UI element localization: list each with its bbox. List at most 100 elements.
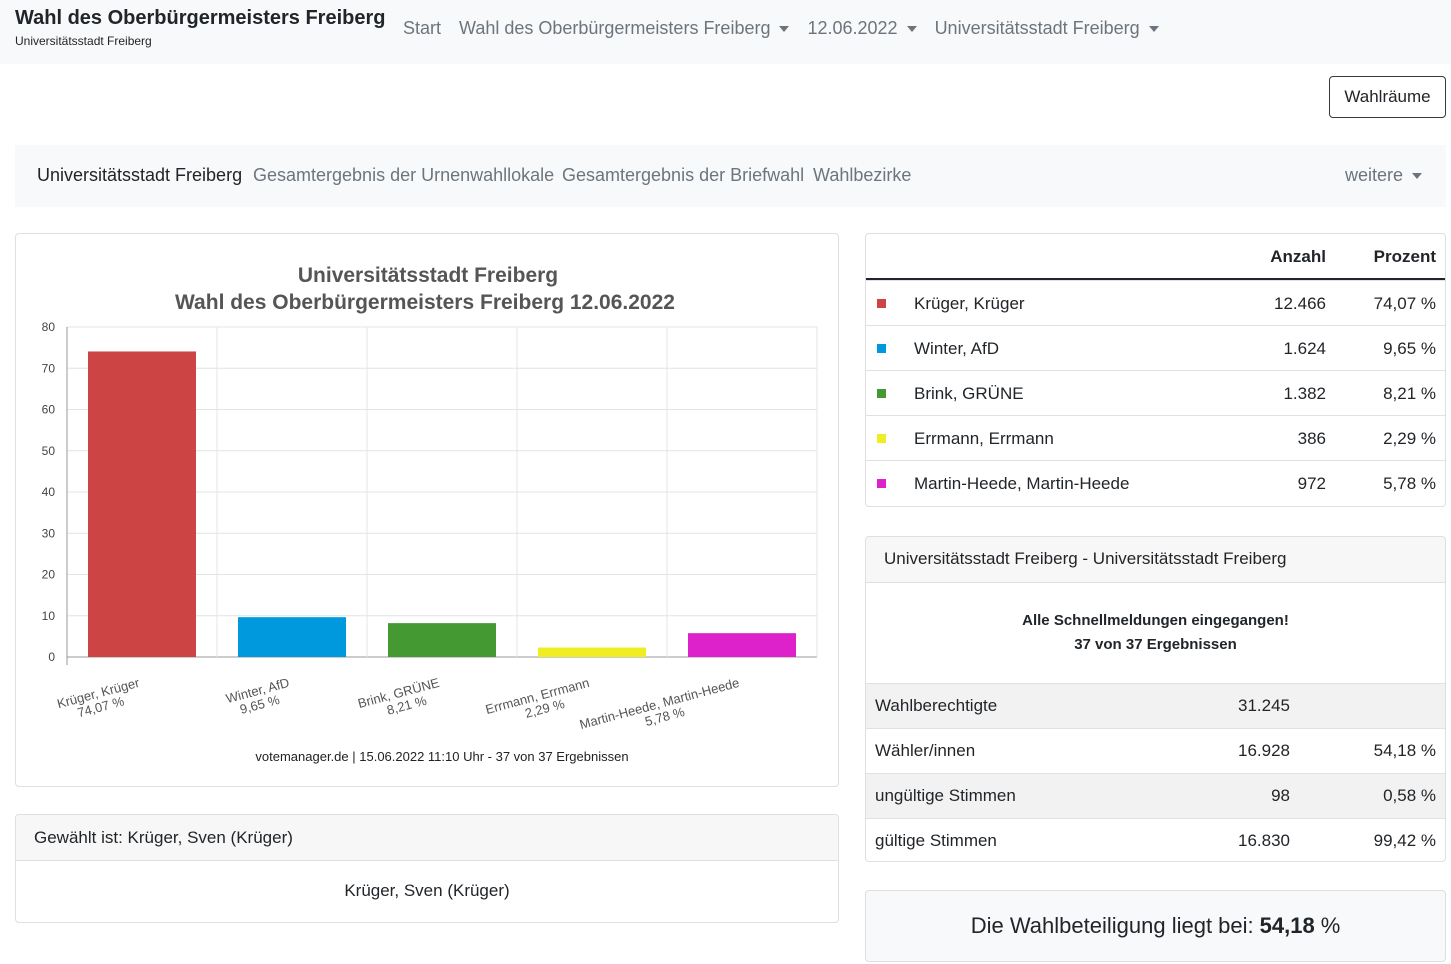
nav-area-dropdown[interactable]: Universitätsstadt Freiberg	[935, 18, 1159, 39]
candidate-name: Krüger, Krüger	[914, 294, 1025, 313]
chart-footer: votemanager.de | 15.06.2022 11:10 Uhr - …	[255, 749, 628, 764]
stats-percent: 54,18 %	[1373, 741, 1436, 760]
chevron-down-icon	[906, 25, 917, 32]
subnav-item-urnenwahllokale[interactable]: Gesamtergebnis der Urnenwahllokale	[253, 165, 555, 185]
candidate-name: Martin-Heede, Martin-Heede	[914, 474, 1130, 493]
subnav-item-universitaetsstadt[interactable]: Universitätsstadt Freiberg	[37, 165, 243, 185]
wahlraeume-button[interactable]: Wahlräume	[1329, 76, 1446, 118]
y-tick-label: 50	[42, 444, 56, 458]
subnav-item-wahlbezirke[interactable]: Wahlbezirke	[813, 165, 912, 185]
y-tick-label: 80	[42, 320, 56, 334]
brand-subtitle: Universitätsstadt Freiberg	[15, 34, 152, 48]
elected-name: Krüger, Sven (Krüger)	[344, 881, 510, 900]
candidate-name: Winter, AfD	[914, 339, 1000, 358]
vote-percent: 9,65 %	[1383, 339, 1436, 358]
color-swatch	[877, 299, 886, 308]
vote-count: 1.382	[1283, 384, 1326, 403]
subnav-item-briefwahl[interactable]: Gesamtergebnis der Briefwahl	[562, 165, 805, 185]
turnout-prefix: Die Wahlbeteiligung liegt bei:	[970, 913, 1254, 938]
nav-date-label: 12.06.2022	[807, 18, 898, 38]
candidate-name: Brink, GRÜNE	[914, 384, 1024, 403]
stats-label: gültige Stimmen	[875, 831, 997, 850]
results-table-header: Anzahl Prozent	[866, 234, 1445, 280]
sub-navbar: Universitätsstadt Freiberg Gesamtergebni…	[15, 145, 1446, 207]
stats-message: Alle Schnellmeldungen eingegangen! 37 vo…	[866, 583, 1445, 683]
turnout-box: Die Wahlbeteiligung liegt bei: 54,18 %	[865, 890, 1446, 962]
chart-bar	[238, 617, 346, 657]
brand[interactable]: Wahl des Oberbürgermeisters Freiberg Uni…	[15, 7, 385, 48]
stats-message-line2: 37 von 37 Ergebnissen	[1074, 636, 1237, 653]
chevron-down-icon	[779, 25, 790, 32]
y-tick-label: 20	[42, 568, 56, 582]
nav-election-dropdown[interactable]: Wahl des Oberbürgermeisters Freiberg	[459, 18, 790, 39]
vote-count: 386	[1297, 429, 1326, 448]
chart-bar	[538, 647, 646, 657]
stats-row-waehler: Wähler/innen 16.928 54,18 %	[866, 728, 1445, 773]
chart-subtitle: Wahl des Oberbürgermeisters Freiberg 12.…	[175, 291, 675, 314]
subnav-more-label: weitere	[1344, 165, 1403, 185]
stats-value: 16.830	[1238, 831, 1290, 850]
stats-row-wahlberechtigte: Wahlberechtigte 31.245	[866, 683, 1445, 728]
subnav-more-dropdown[interactable]: weitere	[1345, 165, 1422, 186]
chevron-down-icon	[1412, 172, 1422, 179]
table-row: Martin-Heede, Martin-Heede 972 5,78 %	[866, 460, 1445, 505]
results-table: Anzahl Prozent Krüger, Krüger 12.466 74,…	[865, 233, 1446, 507]
elected-card: Gewählt ist: Krüger, Sven (Krüger) Krüge…	[15, 814, 839, 923]
chart-bar	[688, 633, 796, 657]
color-swatch	[877, 434, 886, 443]
results-bar-chart: Universitätsstadt Freiberg Wahl des Ober…	[42, 264, 818, 764]
color-swatch	[877, 389, 886, 398]
vote-percent: 5,78 %	[1383, 474, 1436, 493]
nav-start[interactable]: Start	[403, 18, 441, 39]
table-row: Brink, GRÜNE 1.382 8,21 %	[866, 370, 1445, 415]
stats-message-line1: Alle Schnellmeldungen eingegangen!	[1022, 612, 1289, 629]
chevron-down-icon	[1148, 25, 1159, 32]
stats-card: Universitätsstadt Freiberg - Universität…	[865, 536, 1446, 862]
chart-title: Universitätsstadt Freiberg	[298, 264, 558, 287]
turnout-suffix: %	[1320, 913, 1341, 938]
vote-count: 972	[1297, 474, 1326, 493]
table-row: Krüger, Krüger 12.466 74,07 %	[866, 280, 1445, 325]
vote-percent: 2,29 %	[1383, 429, 1436, 448]
stats-label: ungültige Stimmen	[875, 786, 1016, 805]
column-header-count[interactable]: Anzahl	[1270, 247, 1326, 266]
nav-area-label: Universitätsstadt Freiberg	[934, 18, 1140, 38]
y-tick-label: 30	[42, 526, 56, 540]
y-tick-label: 70	[42, 361, 56, 375]
y-tick-label: 10	[42, 609, 56, 623]
stats-label: Wahlberechtigte	[875, 696, 998, 715]
vote-percent: 74,07 %	[1373, 294, 1436, 313]
table-row: Winter, AfD 1.624 9,65 %	[866, 325, 1445, 370]
color-swatch	[877, 479, 886, 488]
nav-election-label: Wahl des Oberbürgermeisters Freiberg	[459, 18, 771, 38]
chart-bar	[388, 623, 496, 657]
chart-card: Universitätsstadt Freiberg Wahl des Ober…	[15, 233, 839, 787]
chart-bar	[88, 351, 196, 657]
elected-header: Gewählt ist: Krüger, Sven (Krüger)	[16, 815, 838, 861]
table-row: Errmann, Errmann 386 2,29 %	[866, 415, 1445, 460]
vote-percent: 8,21 %	[1383, 384, 1436, 403]
chart-bars	[88, 351, 796, 657]
top-nav: Start Wahl des Oberbürgermeisters Freibe…	[403, 18, 1177, 39]
y-tick-label: 40	[42, 485, 56, 499]
turnout-value: 54,18	[1259, 913, 1315, 938]
nav-start-label: Start	[403, 18, 442, 38]
brand-title[interactable]: Wahl des Oberbürgermeisters Freiberg	[15, 7, 386, 29]
y-tick-label: 0	[48, 650, 55, 664]
column-header-percent[interactable]: Prozent	[1373, 247, 1436, 266]
stats-percent: 99,42 %	[1373, 831, 1436, 850]
candidate-name: Errmann, Errmann	[914, 429, 1054, 448]
stats-header: Universitätsstadt Freiberg - Universität…	[866, 537, 1445, 583]
vote-count: 1.624	[1283, 339, 1326, 358]
stats-value: 31.245	[1238, 696, 1290, 715]
stats-row-ungueltig: ungültige Stimmen 98 0,58 %	[866, 773, 1445, 818]
top-navbar: Wahl des Oberbürgermeisters Freiberg Uni…	[0, 0, 1451, 64]
nav-date-dropdown[interactable]: 12.06.2022	[807, 18, 917, 39]
stats-row-gueltig: gültige Stimmen 16.830 99,42 %	[866, 818, 1445, 861]
